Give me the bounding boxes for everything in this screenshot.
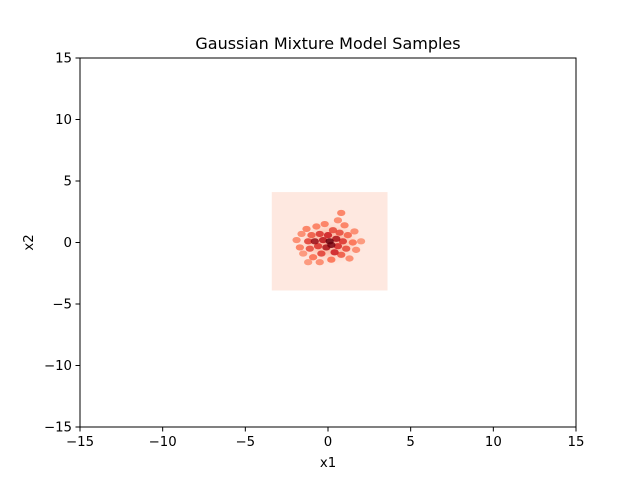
density-cell-21 <box>337 251 346 258</box>
density-cell-19 <box>343 232 352 239</box>
y-tick-label-4: 5 <box>64 175 72 190</box>
density-cell-1 <box>356 238 366 245</box>
x-tick-label-5: 10 <box>485 435 502 450</box>
density-cell-6 <box>350 228 359 235</box>
density-cell-8 <box>315 259 324 266</box>
density-cell-27 <box>317 250 326 257</box>
density-cell-20 <box>307 232 316 239</box>
x-axis-label: x1 <box>320 456 336 471</box>
density-cell-5 <box>345 255 354 262</box>
density-cell-7 <box>351 246 361 253</box>
y-tick-label-0: −15 <box>44 421 72 436</box>
density-cell-34 <box>318 236 328 244</box>
density-cell-4 <box>297 230 306 237</box>
y-tick-label-3: 0 <box>64 236 72 251</box>
density-cell-28 <box>313 243 323 250</box>
y-tick-label-5: 10 <box>55 113 72 128</box>
density-cell-12 <box>312 223 321 230</box>
density-cell-18 <box>348 239 357 246</box>
x-tick-label-2: −5 <box>236 435 256 450</box>
density-cell-0 <box>299 250 308 257</box>
x-tick-label-4: 5 <box>406 435 414 450</box>
x-tick-label-6: 15 <box>568 435 585 450</box>
density-cell-30 <box>338 238 348 245</box>
x-tick-label-0: −15 <box>66 435 94 450</box>
plot-area <box>79 57 577 428</box>
density-cell-29 <box>315 230 324 237</box>
density-cell-25 <box>342 245 351 252</box>
density-cell-15 <box>340 222 349 229</box>
density-cell-13 <box>320 220 329 228</box>
x-tick-label-1: −10 <box>149 435 177 450</box>
y-axis-label: x2 <box>22 234 37 250</box>
y-tick-label-6: 15 <box>55 52 72 67</box>
y-tick-label-1: −10 <box>44 359 72 374</box>
density-cell-22 <box>305 245 314 252</box>
density-cell-36 <box>332 235 341 242</box>
density-cell-24 <box>335 229 344 236</box>
density-cell-33 <box>330 249 339 256</box>
density-cell-37 <box>310 238 319 245</box>
density-cell-9 <box>333 217 343 224</box>
x-tick-label-3: 0 <box>324 435 332 450</box>
y-axis-ticks: −15 −10 −5 0 5 10 15 <box>44 52 80 436</box>
density-cell-14 <box>337 209 346 217</box>
density-cell-16 <box>308 254 318 261</box>
density-cell-23 <box>328 227 338 234</box>
density-cell-17 <box>327 256 336 263</box>
density-cell-2 <box>304 259 313 266</box>
density-cell-11 <box>302 225 311 233</box>
chart-title: Gaussian Mixture Model Samples <box>195 34 460 53</box>
density-layer <box>271 192 388 291</box>
density-cell-3 <box>292 236 301 244</box>
x-axis-ticks: −15 −10 −5 0 5 10 15 <box>66 427 584 450</box>
density-cell-39 <box>325 238 334 245</box>
density-cell-26 <box>304 238 313 245</box>
y-tick-label-2: −5 <box>52 298 72 313</box>
density-cell-31 <box>333 243 343 250</box>
density-cell-32 <box>323 232 333 239</box>
density-cell-10 <box>295 244 305 251</box>
